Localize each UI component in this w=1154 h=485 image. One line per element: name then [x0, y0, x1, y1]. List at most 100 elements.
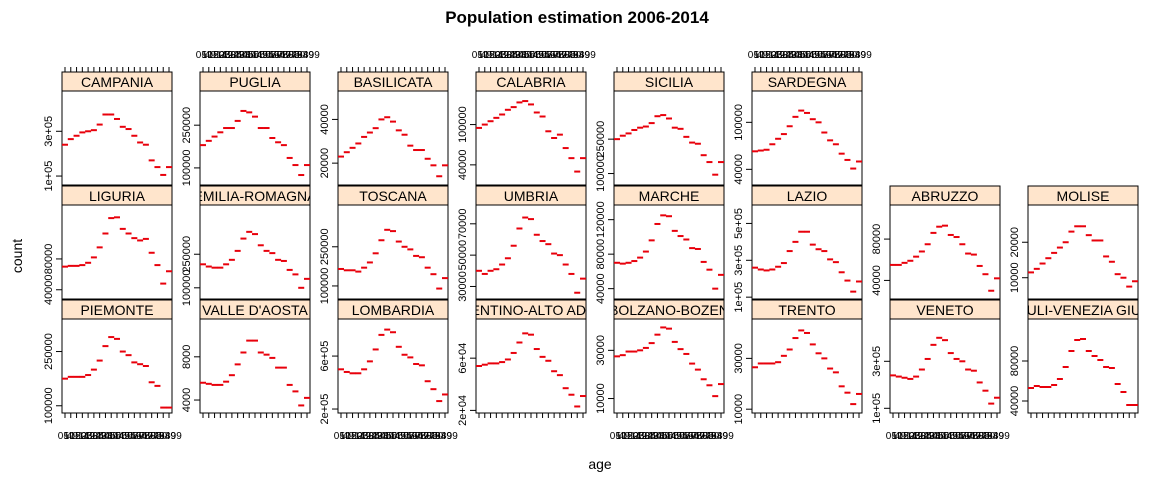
x-tick-label-sardegna: 60-64	[812, 50, 838, 61]
x-tick-label-sardegna: 85-89	[840, 50, 866, 61]
x-tick-label-sardegna: 10-14	[754, 50, 780, 61]
x-tick-label-puglia: 15-19	[208, 50, 234, 61]
x-tick-label-puglia: 0-4	[196, 50, 211, 61]
x-tick-label-veneto: 55-59	[944, 431, 970, 442]
y-tick-label-bolzano-bozen: 30000	[595, 335, 607, 366]
x-tick-label-bolzano-bozen: 20-24	[627, 431, 653, 442]
panel-valle-d-aosta: VALLE D'AOSTA 4000 8000	[181, 299, 311, 418]
x-tick-label-lombardia: 25-29	[357, 431, 383, 442]
x-tick-label-sardegna: 25-29	[771, 50, 797, 61]
x-tick-label-veneto: 75-79	[967, 431, 993, 442]
x-tick-label-bolzano-bozen: 30-34	[639, 431, 665, 442]
strip-label-toscana: TOSCANA	[359, 188, 427, 204]
x-tick-label-calabria: 50-54	[524, 50, 550, 61]
y-tick-label-umbria: 70000	[457, 209, 469, 240]
y-tick-label-trentino-alto-adige: 2e+04	[457, 395, 469, 426]
x-tick-label-lombardia: 65-69	[403, 431, 429, 442]
x-tick-label-bolzano-bozen: 50-54	[662, 431, 688, 442]
x-tick-label-piemonte: 15-19	[70, 431, 96, 442]
x-tick-label-calabria: 85-89	[564, 50, 590, 61]
y-tick-label-lazio: 3e+05	[733, 245, 745, 276]
x-tick-label-calabria: 20-24	[489, 50, 515, 61]
strip-label-valle-d-aosta: VALLE D'AOSTA	[202, 302, 308, 318]
x-tick-label-piemonte: 55-59	[116, 431, 142, 442]
x-tick-label-calabria: 5-9	[478, 50, 493, 61]
y-tick-label-marche: 80000	[595, 239, 607, 270]
x-tick-label-veneto: 65-69	[955, 431, 981, 442]
y-tick-label-emilia-romagna: 250000	[181, 236, 193, 273]
x-tick-label-calabria: 90-99	[570, 50, 596, 61]
x-tick-label-bolzano-bozen: 25-29	[633, 431, 659, 442]
y-tick-label-basilicata: 40000	[319, 104, 331, 135]
x-tick-label-puglia: 75-79	[277, 50, 303, 61]
chart-title: Population estimation 2006-2014	[445, 8, 709, 27]
y-tick-label-sicilia: 250000	[595, 121, 607, 158]
panel-puglia: PUGLIA 100000 250000 0-45-910-1415-1920-242…	[181, 50, 320, 186]
x-tick-label-calabria: 0-4	[472, 50, 487, 61]
x-tick-label-sardegna: 45-49	[794, 50, 820, 61]
x-tick-label-lombardia: 5-9	[340, 431, 355, 442]
x-tick-label-veneto: 70-74	[961, 431, 987, 442]
x-tick-label-lombardia: 0-4	[334, 431, 349, 442]
x-tick-label-piemonte: 65-69	[127, 431, 153, 442]
x-tick-label-bolzano-bozen: 75-79	[691, 431, 717, 442]
x-tick-label-puglia: 30-34	[225, 50, 251, 61]
y-tick-label-umbria: 30000	[457, 271, 469, 302]
x-tick-label-lombardia: 55-59	[392, 431, 418, 442]
x-tick-label-lombardia: 40-44	[374, 431, 400, 442]
panel-calabria: CALABRIA 40000 100000 0-45-910-1415-1920-24…	[457, 50, 596, 186]
x-tick-label-sardegna: 65-69	[817, 50, 843, 61]
panel-border-sicilia	[613, 90, 725, 186]
panel-border-sardegna	[751, 90, 863, 186]
panel-veneto: VENETO 1e+05 3e+05 0-45-910-1415-1920-2425-…	[871, 299, 1010, 442]
x-tick-label-bolzano-bozen: 55-59	[668, 431, 694, 442]
x-tick-label-bolzano-bozen: 5-9	[616, 431, 631, 442]
x-tick-label-sardegna: 80-84	[835, 50, 861, 61]
y-tick-label-emilia-romagna: 100000	[181, 269, 193, 306]
strip-label-lombardia: LOMBARDIA	[352, 302, 435, 318]
y-tick-label-bolzano-bozen: 10000	[595, 383, 607, 414]
x-tick-label-sardegna: 75-79	[829, 50, 855, 61]
y-tick-label-marche: 120000	[595, 201, 607, 238]
x-tick-label-puglia: 60-64	[260, 50, 286, 61]
x-tick-label-puglia: 65-69	[265, 50, 291, 61]
x-tick-label-piemonte: 35-39	[93, 431, 119, 442]
y-tick-label-sardegna: 40000	[733, 154, 745, 185]
x-tick-label-bolzano-bozen: 60-64	[674, 431, 700, 442]
x-tick-label-veneto: 15-19	[898, 431, 924, 442]
panel-border-piemonte	[61, 318, 173, 414]
x-tick-label-piemonte: 25-29	[81, 431, 107, 442]
x-tick-label-lombardia: 80-84	[421, 431, 447, 442]
panel-border-veneto	[889, 318, 1001, 414]
y-tick-label-veneto: 3e+05	[871, 346, 883, 377]
panel-border-friuli-venezia-giulia	[1027, 318, 1139, 414]
x-tick-label-piemonte: 85-89	[150, 431, 176, 442]
y-tick-label-trento: 10000	[733, 394, 745, 425]
strip-label-molise: MOLISE	[1057, 188, 1110, 204]
panel-sardegna: SARDEGNA 40000 100000 0-45-910-1415-1920-24…	[733, 50, 872, 186]
x-tick-label-calabria: 45-49	[518, 50, 544, 61]
panel-border-puglia	[199, 90, 311, 186]
x-tick-label-puglia: 50-54	[248, 50, 274, 61]
x-tick-label-puglia: 90-99	[294, 50, 320, 61]
strip-label-calabria: CALABRIA	[496, 74, 566, 90]
strip-label-liguria: LIGURIA	[89, 188, 146, 204]
x-tick-label-piemonte: 50-54	[110, 431, 136, 442]
x-tick-label-puglia: 35-39	[231, 50, 257, 61]
x-tick-label-bolzano-bozen: 40-44	[650, 431, 676, 442]
y-tick-label-friuli-venezia-giulia: 80000	[1009, 346, 1021, 377]
y-tick-label-calabria: 40000	[457, 150, 469, 181]
x-tick-label-piemonte: 45-49	[104, 431, 130, 442]
x-tick-label-calabria: 10-14	[478, 50, 504, 61]
strip-label-trentino-alto-adige: TRENTINO-ALTO ADIGE	[452, 302, 610, 318]
x-tick-label-sardegna: 40-44	[788, 50, 814, 61]
x-tick-label-calabria: 60-64	[536, 50, 562, 61]
x-tick-label-piemonte: 70-74	[133, 431, 159, 442]
strip-label-veneto: VENETO	[916, 302, 973, 318]
